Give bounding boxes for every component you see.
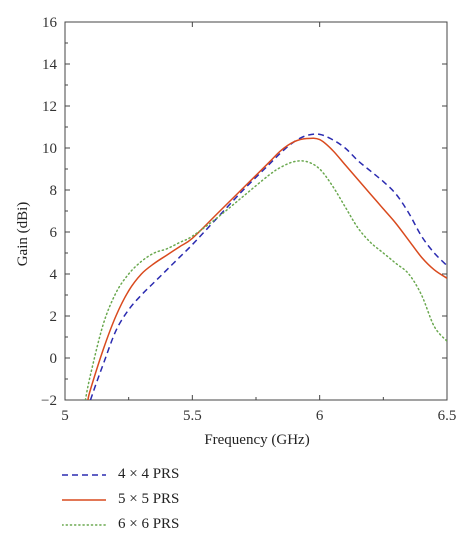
x-axis-label: Frequency (GHz) <box>204 432 309 448</box>
gain-frequency-chart: −2 0 2 4 6 8 10 12 14 16 5 5.5 6 6.5 Gain (dBi) Freq… <box>15 15 456 448</box>
y-tick-label: 12 <box>42 99 57 115</box>
y-axis-label: Gain (dBi) <box>15 202 31 267</box>
y-tick-label: 6 <box>50 225 58 241</box>
legend-label-6x6: 6 × 6 PRS <box>118 516 180 532</box>
legend-item-5x5: 5 × 5 PRS <box>62 487 179 512</box>
legend-item-4x4: 4 × 4 PRS <box>62 462 179 487</box>
plot-border <box>64 21 448 401</box>
legend-label-4x4: 4 × 4 PRS <box>118 466 180 482</box>
legend-label-5x5: 5 × 5 PRS <box>118 491 180 507</box>
x-tick-label: 5 <box>61 408 69 424</box>
legend-swatch-4x4 <box>62 473 106 476</box>
series-line-2 <box>84 160 447 400</box>
y-tick-label: 2 <box>50 309 58 325</box>
x-axis-ticks: 5 5.5 6 6.5 <box>61 22 456 424</box>
x-tick-label: 6.5 <box>438 408 457 424</box>
y-tick-label: 4 <box>50 267 58 283</box>
y-tick-label: 0 <box>50 351 58 367</box>
y-axis-ticks: −2 0 2 4 6 8 10 12 14 16 <box>41 15 447 409</box>
x-tick-label: 6 <box>316 408 324 424</box>
legend-swatch-6x6 <box>62 523 106 526</box>
legend-item-6x6: 6 × 6 PRS <box>62 512 179 537</box>
legend-swatch-5x5 <box>62 498 106 501</box>
series-line-1 <box>87 137 447 400</box>
y-tick-label: 14 <box>42 57 58 73</box>
y-tick-label: 16 <box>42 15 58 31</box>
series-line-0 <box>89 133 447 400</box>
y-tick-label: 8 <box>50 183 58 199</box>
series-layer <box>84 133 447 400</box>
legend: 4 × 4 PRS 5 × 5 PRS 6 × 6 PRS <box>62 462 179 537</box>
x-tick-label: 5.5 <box>183 408 202 424</box>
plot-frame <box>64 21 448 401</box>
y-tick-label: −2 <box>41 393 57 409</box>
y-tick-label: 10 <box>42 141 57 157</box>
